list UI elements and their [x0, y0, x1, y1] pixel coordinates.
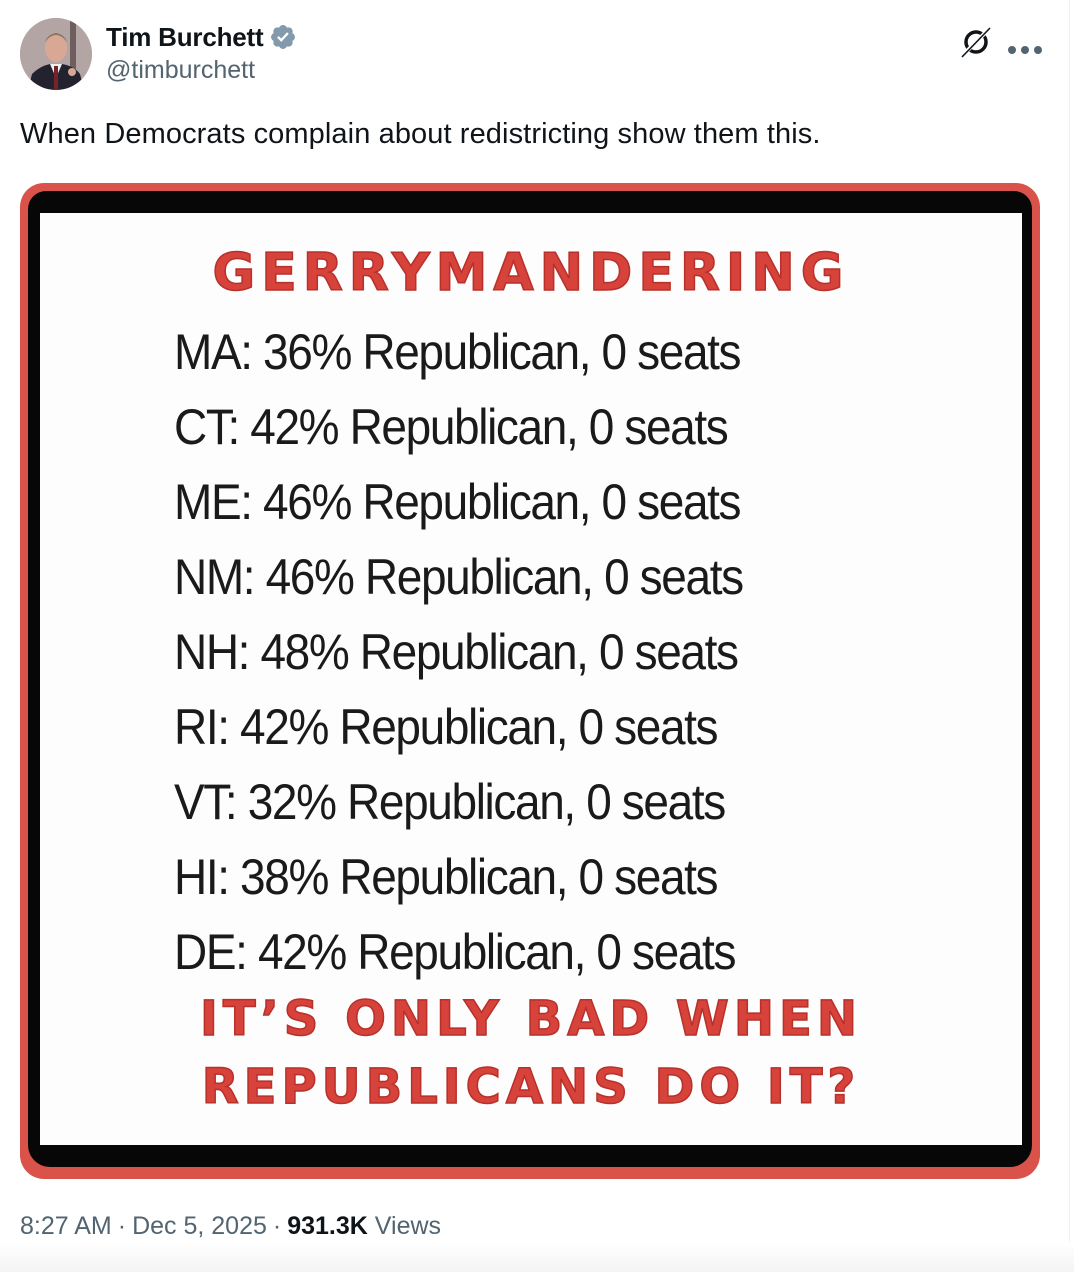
state-row: NM: 46% Republican, 0 seats — [174, 549, 744, 605]
tweet-image[interactable]: GERRYMANDERING MA: 36% Republican, 0 sea… — [20, 183, 1040, 1179]
image-footer-line-2: REPUBLICANS DO IT? — [201, 1058, 861, 1116]
image-frame: GERRYMANDERING MA: 36% Republican, 0 sea… — [28, 191, 1032, 1167]
state-row: CT: 42% Republican, 0 seats — [174, 399, 729, 455]
column-divider — [1069, 0, 1070, 1272]
display-name[interactable]: Tim Burchett — [106, 21, 264, 52]
bottom-fade — [0, 1242, 1074, 1272]
state-row: NH: 48% Republican, 0 seats — [174, 624, 739, 680]
more-options-icon[interactable] — [1008, 46, 1048, 58]
state-list: MA: 36% Republican, 0 seats CT: 42% Repu… — [174, 315, 792, 990]
image-content: GERRYMANDERING MA: 36% Republican, 0 sea… — [40, 213, 1022, 1145]
avatar[interactable] — [20, 18, 92, 90]
image-footer-line-1: IT’S ONLY BAD WHEN — [199, 990, 863, 1048]
tweet-header: Tim Burchett @timburchett — [20, 18, 1054, 92]
profile-photo-icon — [20, 18, 92, 90]
state-row: RI: 42% Republican, 0 seats — [174, 699, 719, 755]
dot — [1034, 46, 1042, 54]
views-count[interactable]: 931.3K — [287, 1212, 368, 1240]
state-row: ME: 46% Republican, 0 seats — [174, 474, 742, 530]
dot — [1008, 46, 1016, 54]
image-title: GERRYMANDERING — [212, 242, 850, 304]
grok-icon[interactable] — [958, 24, 994, 60]
tweet-time[interactable]: 8:27 AM — [20, 1212, 112, 1240]
views-label: Views — [374, 1212, 442, 1240]
verified-badge-icon[interactable] — [269, 23, 297, 51]
tweet-meta: 8:27 AM · Dec 5, 2025 · 931.3K Views — [20, 1212, 441, 1241]
state-row: HI: 38% Republican, 0 seats — [174, 849, 719, 905]
user-handle[interactable]: @timburchett — [106, 56, 256, 84]
tweet-date[interactable]: Dec 5, 2025 — [132, 1212, 267, 1240]
separator: · — [272, 1212, 282, 1240]
separator: · — [117, 1212, 127, 1240]
state-row: DE: 42% Republican, 0 seats — [174, 924, 736, 980]
state-row: VT: 32% Republican, 0 seats — [174, 774, 726, 830]
dot — [1021, 46, 1029, 54]
state-row: MA: 36% Republican, 0 seats — [174, 324, 742, 380]
tweet-text: When Democrats complain about redistrict… — [20, 118, 821, 150]
